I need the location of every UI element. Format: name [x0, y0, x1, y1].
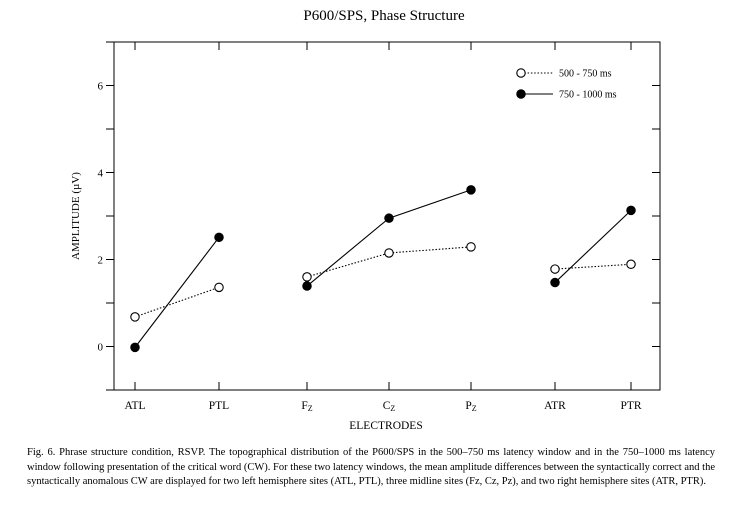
- x-tick-label: ATL: [124, 400, 145, 412]
- chart: P600/SPS, Phase Structure 0 2 4 6 ATL PTL FZ CZ…: [70, 8, 661, 432]
- y-tick-label: 4: [98, 168, 104, 180]
- data-point: [626, 205, 636, 216]
- y-tick-label: 2: [98, 255, 104, 267]
- y-tick-label: 6: [98, 81, 104, 93]
- legend-marker: [516, 68, 526, 78]
- chart-title: P600/SPS, Phase Structure: [303, 8, 465, 24]
- data-point: [626, 259, 636, 270]
- data-point: [130, 312, 140, 322]
- data-point: [384, 213, 394, 223]
- y-tick-label: 0: [98, 342, 104, 354]
- data-point: [466, 185, 476, 195]
- data-point: [550, 277, 560, 288]
- legend-marker: [516, 89, 526, 99]
- data-point: [214, 232, 224, 243]
- data-point: [214, 282, 224, 293]
- x-tick-label: PTL: [209, 400, 229, 412]
- data-point: [550, 264, 560, 274]
- series-line: [134, 236, 220, 348]
- data-point: [466, 242, 476, 252]
- legend-label: 500 - 750 ms: [559, 69, 612, 80]
- x-tick-label: PTR: [620, 400, 641, 412]
- x-tick-label: ATR: [544, 400, 566, 412]
- y-axis-label: AMPLITUDE (µV): [70, 172, 82, 260]
- axes: 0 2 4 6 ATL PTL FZ CZ PZ ATR PTR: [98, 41, 660, 413]
- legend: 500 - 750 ms 750 - 1000 ms: [516, 68, 617, 101]
- legend-label: 750 - 1000 ms: [559, 90, 617, 101]
- x-tick-label: CZ: [383, 400, 396, 413]
- x-tick-label: PZ: [465, 400, 476, 413]
- series-layer: [130, 185, 636, 353]
- data-point: [384, 248, 394, 258]
- data-point: [302, 281, 312, 291]
- x-tick-label: FZ: [301, 400, 312, 413]
- data-point: [130, 342, 140, 353]
- series-line: [554, 209, 632, 283]
- figure-caption: Fig. 6. Phrase structure condition, RSVP…: [27, 447, 715, 487]
- series-line: [306, 189, 472, 287]
- x-axis-label: ELECTRODES: [349, 420, 422, 432]
- series-line: [554, 263, 632, 270]
- data-point: [302, 272, 312, 282]
